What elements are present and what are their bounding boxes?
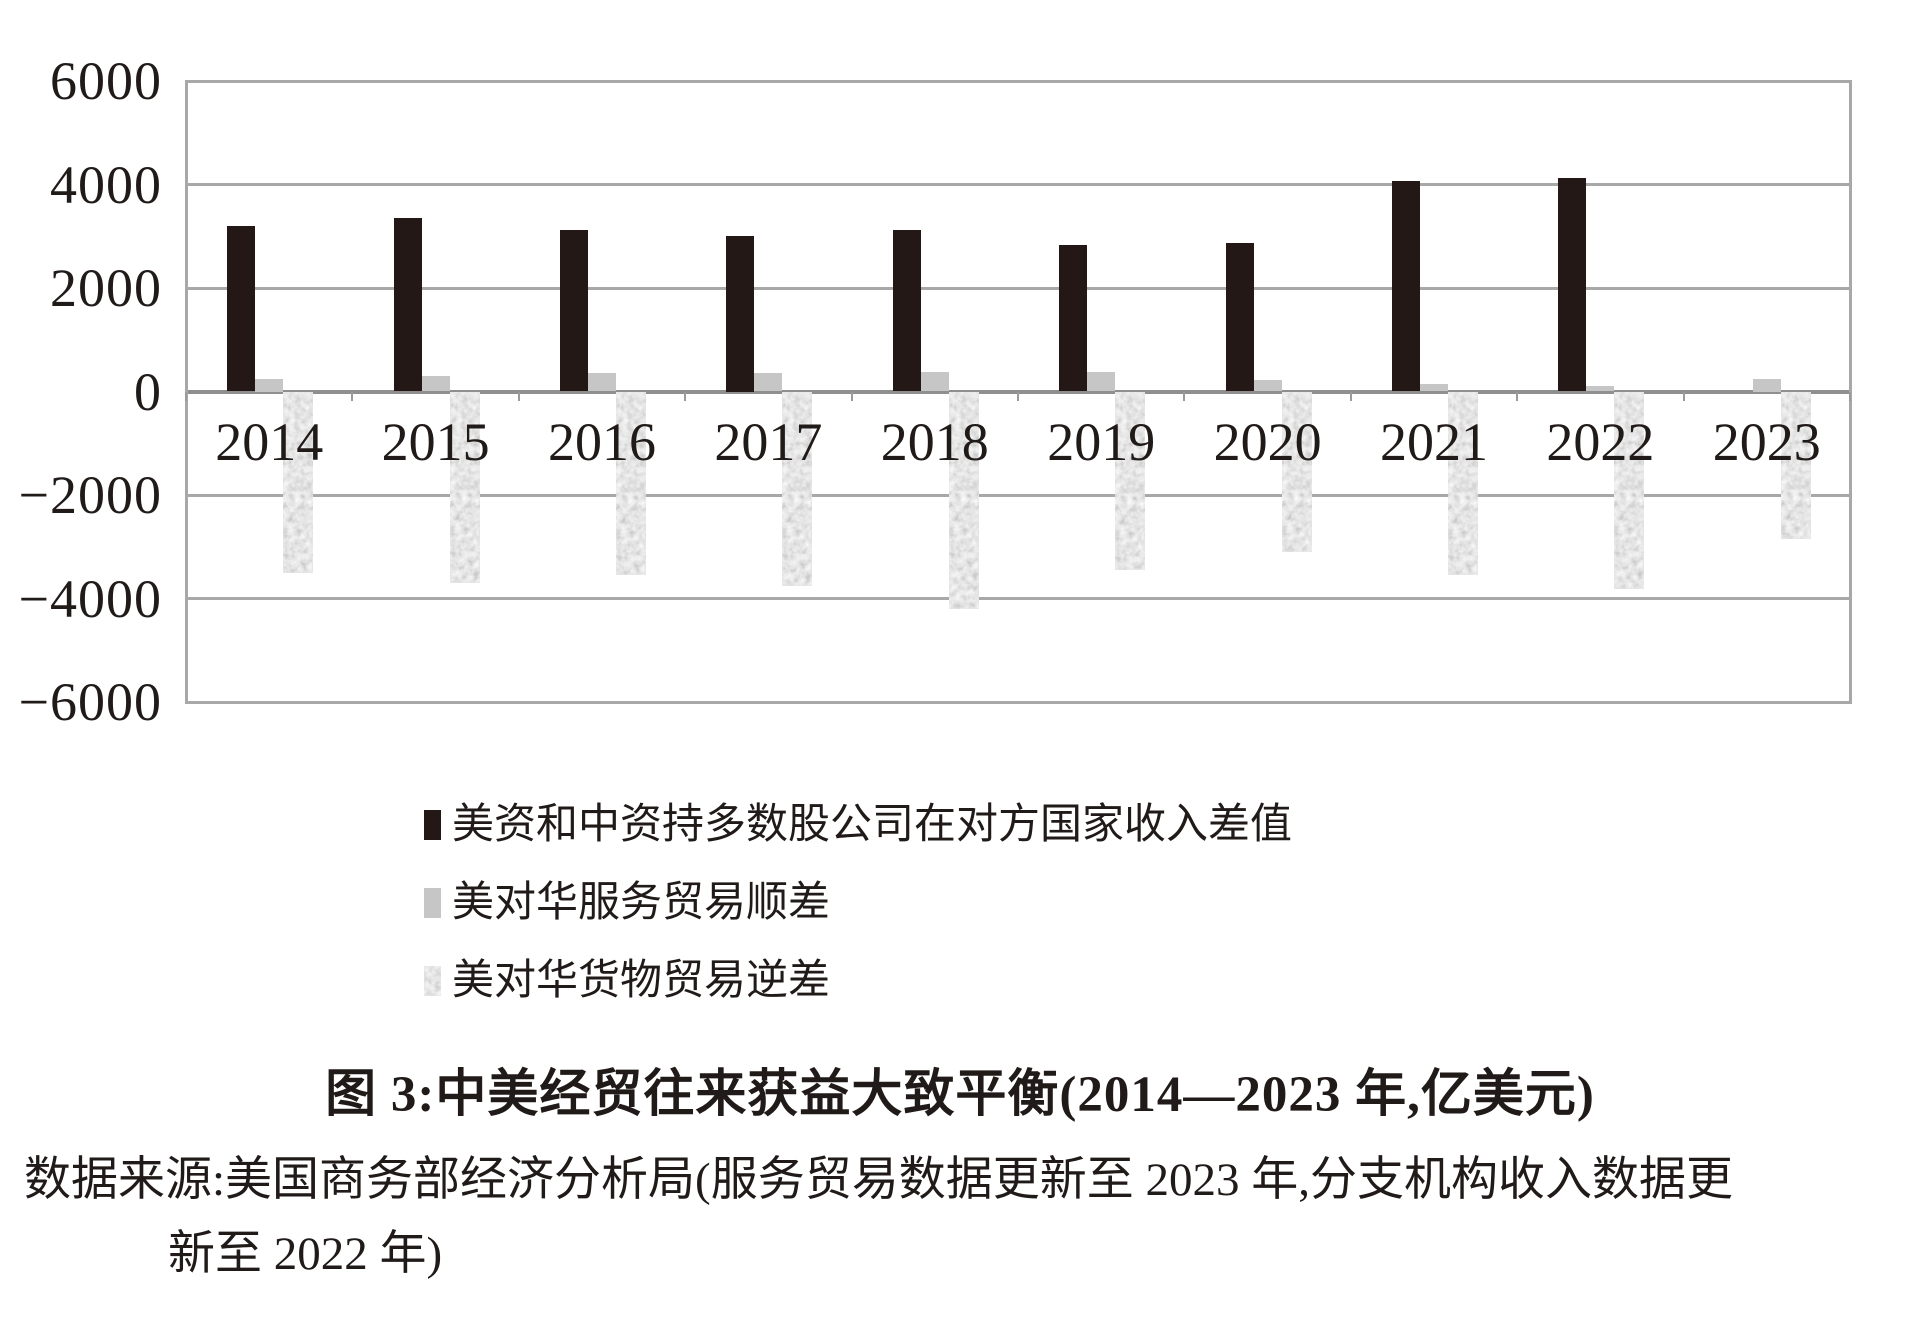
legend-swatch-black-icon: [424, 810, 441, 840]
legend-item-services-surplus: 美对华服务贸易顺差: [424, 864, 1292, 942]
legend-label-income-difference: 美资和中资持多数股公司在对方国家收入差值: [452, 802, 1293, 848]
category-label-2016: 2016: [547, 412, 656, 472]
category-axis-tick: [351, 391, 354, 401]
gridline: [186, 286, 1850, 290]
category-label-2020: 2020: [1213, 412, 1322, 472]
legend-item-income-difference: 美资和中资持多数股公司在对方国家收入差值: [424, 786, 1292, 864]
y-axis-tick-label: 0: [134, 361, 162, 422]
category-axis-tick: [684, 391, 687, 401]
legend-item-goods-deficit: 美对华货物贸易逆差: [424, 942, 1292, 1020]
category-axis-tick: [1682, 391, 1685, 401]
bar-income-difference-2021: [1392, 181, 1420, 392]
bar-income-difference-2017: [726, 236, 755, 392]
y-axis-tick-label: −6000: [18, 672, 162, 732]
y-axis-tick-label: 6000: [50, 51, 162, 111]
bar-services-surplus-2017: [754, 372, 783, 392]
bar-goods-deficit-2021: [1448, 391, 1478, 576]
category-axis-tick: [1849, 391, 1851, 401]
bar-goods-deficit-2016: [616, 391, 646, 576]
category-axis-tick: [1349, 391, 1352, 401]
bar-goods-deficit-2023: [1780, 391, 1811, 539]
gridline: [186, 183, 1850, 186]
bar-goods-deficit-2018: [948, 391, 979, 609]
category-label-2014: 2014: [215, 412, 324, 472]
category-axis-tick: [517, 391, 520, 401]
bar-income-difference-2014: [227, 225, 256, 392]
bar-goods-deficit-2015: [449, 391, 480, 583]
bar-services-surplus-2018: [920, 372, 949, 392]
category-label-2021: 2021: [1379, 412, 1488, 472]
bar-income-difference-2016: [560, 230, 588, 392]
bar-income-difference-2015: [393, 218, 422, 392]
bar-services-surplus-2015: [421, 375, 450, 392]
bar-services-surplus-2020: [1253, 379, 1282, 392]
category-axis-tick: [185, 391, 187, 401]
bar-goods-deficit-2020: [1281, 391, 1312, 552]
gridline: [186, 79, 1850, 83]
category-axis-tick: [1183, 391, 1186, 401]
y-axis-tick-label: −2000: [18, 465, 162, 525]
bar-income-difference-2019: [1059, 245, 1088, 392]
data-source-line-2: 新至 2022 年): [168, 1228, 443, 1280]
bar-services-surplus-2019: [1087, 371, 1116, 392]
category-label-2023: 2023: [1712, 412, 1821, 472]
category-axis-tick: [850, 391, 853, 401]
bar-services-surplus-2023: [1752, 378, 1781, 392]
category-label-2018: 2018: [880, 412, 989, 472]
figure-title: 图 3:中美经贸往来获益大致平衡(2014—2023 年,亿美元): [325, 1067, 1595, 1123]
category-label-2015: 2015: [381, 412, 490, 472]
gridline: [186, 700, 1850, 704]
category-label-2017: 2017: [714, 412, 823, 472]
data-source-line-1: 数据来源:美国商务部经济分析局(服务贸易数据更新至 2023 年,分支机构收入数…: [24, 1154, 1733, 1206]
bar-goods-deficit-2022: [1614, 391, 1645, 590]
y-axis-tick-label: −4000: [18, 568, 162, 629]
legend-swatch-gray-icon: [424, 888, 441, 918]
bar-services-surplus-2014: [255, 378, 284, 392]
legend-label-services-surplus: 美对华服务贸易顺差: [452, 880, 831, 926]
bar-goods-deficit-2014: [283, 391, 314, 573]
bar-services-surplus-2021: [1420, 383, 1448, 392]
bar-income-difference-2018: [892, 230, 921, 392]
bar-goods-deficit-2019: [1115, 391, 1146, 571]
bar-income-difference-2022: [1558, 177, 1587, 392]
category-label-2019: 2019: [1047, 412, 1156, 472]
gridline: [186, 597, 1850, 600]
y-axis-tick-label: 4000: [50, 154, 162, 215]
y-axis-tick-label: 2000: [50, 258, 162, 318]
bar-goods-deficit-2017: [782, 391, 813, 587]
legend-swatch-speckled-icon: [424, 966, 441, 996]
category-label-2022: 2022: [1546, 412, 1655, 472]
gridline: [186, 493, 1850, 497]
bar-income-difference-2020: [1225, 243, 1254, 392]
category-axis-tick: [1017, 391, 1019, 401]
category-axis-tick: [1516, 391, 1519, 401]
bar-services-surplus-2022: [1586, 386, 1615, 392]
legend-label-goods-deficit: 美对华货物贸易逆差: [452, 958, 831, 1004]
bar-services-surplus-2016: [588, 373, 616, 392]
chart-legend: 美资和中资持多数股公司在对方国家收入差值 美对华服务贸易顺差 美对华货物贸易逆差: [424, 786, 1292, 1020]
